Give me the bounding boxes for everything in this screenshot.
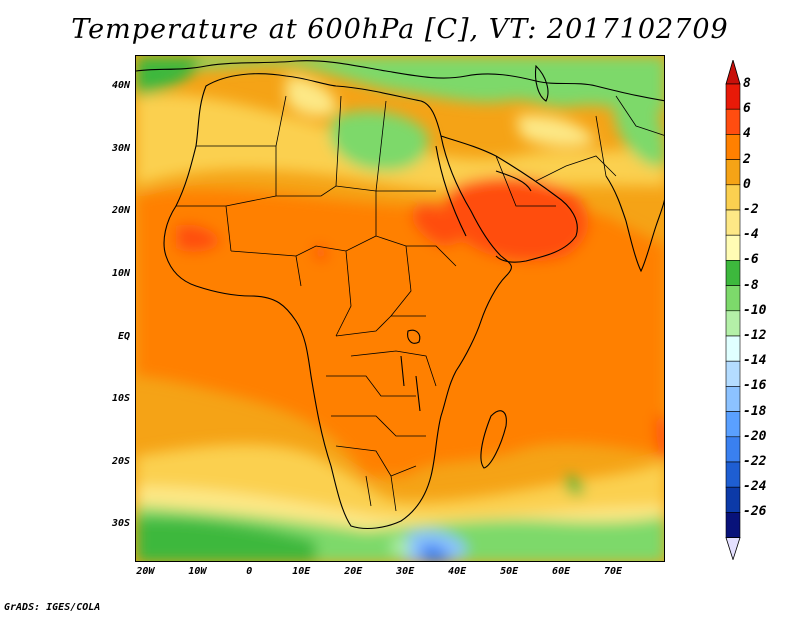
lon-label: 10W	[188, 566, 207, 577]
lat-label: 10N	[111, 268, 130, 280]
madagascar-coast	[480, 410, 507, 469]
lon-label: 40E	[448, 566, 467, 577]
caspian-coast	[534, 64, 549, 102]
colorbar-swatch	[725, 360, 741, 387]
field-red-redsea	[411, 204, 461, 247]
lon-label: 30E	[396, 566, 415, 577]
colorbar-swatch	[725, 335, 741, 362]
africa-coast	[163, 73, 512, 530]
lon-label: 0	[246, 566, 253, 577]
colorbar-swatch	[725, 260, 741, 286]
colorbar-tick-label: 4	[743, 126, 751, 142]
field-red-arabia	[445, 177, 589, 262]
colorbar-top-arrow	[725, 60, 741, 85]
field-cyan-cape	[391, 538, 411, 556]
field-green-island	[565, 475, 583, 496]
colorbar-swatch	[725, 486, 741, 513]
grads-credit: GrADS: IGES/COLA	[4, 602, 101, 613]
lon-label: 70E	[604, 566, 623, 577]
border-congo	[335, 315, 437, 387]
field-pale-north	[286, 76, 337, 117]
lon-label: 10E	[292, 566, 311, 577]
colorbar-swatch	[725, 310, 741, 337]
border-asia	[595, 95, 664, 177]
colorbar-tick-label: 2	[743, 151, 751, 167]
colorbar-swatch	[725, 285, 741, 312]
field-green-himalaya	[613, 95, 664, 167]
border-south	[335, 445, 417, 512]
border-south-central	[326, 375, 426, 437]
border-mideast	[495, 155, 617, 207]
border-north	[275, 95, 387, 192]
colorbar-swatch	[725, 134, 741, 160]
colorbar-tick-label: -10	[743, 302, 767, 318]
field-green-med	[329, 111, 429, 171]
field-green-atlantic	[136, 56, 198, 96]
lon-label: 50E	[500, 566, 519, 577]
lat-label: 40N	[111, 80, 130, 92]
colorbar-swatch	[725, 159, 741, 186]
colorbar-tick-label: -14	[743, 353, 767, 369]
lat-label: 30S	[111, 518, 130, 530]
colorbar-tick-label: -20	[743, 428, 767, 444]
field-blue-core	[421, 544, 451, 561]
temperature-field	[136, 56, 664, 561]
lat-label: EQ	[117, 330, 130, 342]
colorbar-swatch	[725, 108, 741, 135]
colorbar-swatch	[725, 411, 741, 438]
field-yellow-north	[136, 94, 664, 193]
colorbar-swatch	[725, 461, 741, 488]
europe-coast	[136, 60, 664, 102]
colorbar-swatch	[725, 184, 741, 211]
map-panel	[135, 55, 665, 562]
field-green-north	[136, 56, 664, 112]
colorbar-tick-label: -2	[743, 202, 759, 217]
lon-label: 60E	[552, 566, 571, 577]
lat-label: 10S	[111, 393, 130, 405]
coastlines	[136, 60, 664, 530]
colorbar-swatch	[725, 234, 741, 261]
country-borders	[176, 95, 664, 512]
colorbar-tick-label: -22	[743, 454, 767, 469]
colorbar-tick-label: -26	[743, 504, 767, 520]
colorbar-tick-label: 0	[743, 176, 751, 192]
colorbar-tick-label: 6	[743, 101, 751, 117]
colorbar-tick-label: 8	[743, 76, 751, 91]
field-pale-iran	[516, 115, 596, 147]
colorbar-tick-label: -24	[743, 479, 767, 495]
colorbar-swatch	[725, 436, 741, 463]
field-red-east	[655, 415, 664, 459]
colorbar-swatch	[725, 83, 741, 110]
colorbar-swatch	[725, 512, 741, 538]
field-red-westafrica	[176, 224, 221, 252]
lat-label: 20S	[111, 455, 130, 467]
lake-victoria	[407, 329, 421, 344]
colorbar-swatch	[725, 209, 741, 236]
colorbar-tick-label: -6	[743, 252, 759, 268]
colorbar-tick-label: -16	[743, 378, 767, 394]
colorbar	[725, 60, 741, 560]
field-green-southwest	[136, 517, 316, 561]
colorbar-tick-label: -18	[743, 403, 767, 419]
colorbar-tick-label: -8	[743, 277, 759, 293]
rift-lakes	[400, 355, 421, 412]
lat-label: 30N	[111, 142, 130, 154]
india-coast	[605, 175, 664, 273]
red-sea-gulf	[435, 145, 532, 237]
colorbar-tick-label: -4	[743, 227, 759, 243]
chart-title: Temperature at 600hPa [C], VT: 201710270…	[71, 14, 729, 45]
lon-label: 20W	[136, 566, 155, 577]
colorbar-bottom-arrow	[725, 537, 741, 560]
border-central	[295, 245, 426, 337]
lon-label: 20E	[344, 566, 363, 577]
colorbar-swatch	[725, 386, 741, 412]
lat-label: 20N	[111, 205, 130, 217]
arabia-coast	[440, 135, 578, 263]
border-sahel	[176, 195, 377, 257]
colorbar-tick-label: -12	[743, 328, 767, 343]
field-red-nigeria	[313, 245, 328, 261]
